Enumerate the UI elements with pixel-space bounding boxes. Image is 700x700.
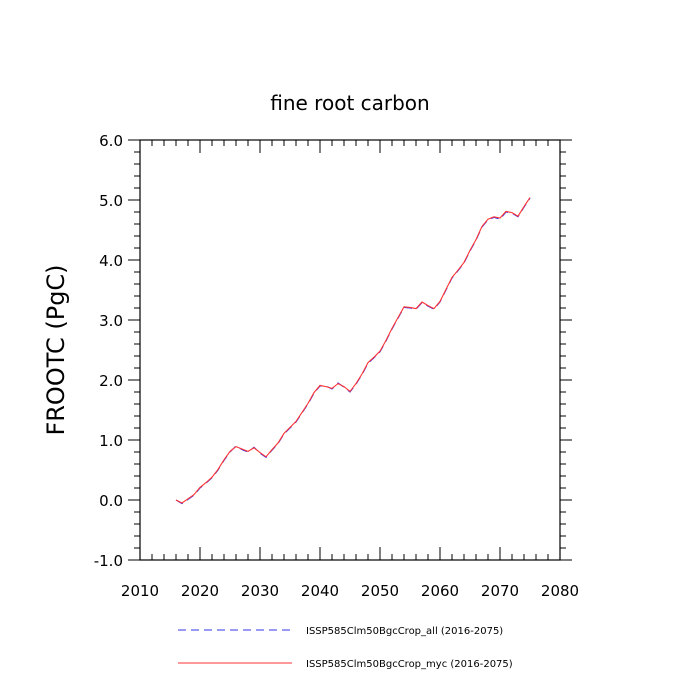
x-tick-label: 2080 (541, 582, 579, 600)
axis-tick-labels: 2010 2020 2030 2040 2050 2060 2070 2080 -1.0 0.0 1… (94, 132, 579, 600)
plot-frame (139, 139, 561, 561)
x-tick-label: 2020 (181, 582, 219, 600)
axis-ticks (128, 139, 572, 561)
y-tick-label: 2.0 (99, 372, 123, 390)
y-tick-label: 1.0 (99, 432, 123, 450)
x-tick-label: 2060 (421, 582, 459, 600)
series-line-2 (175, 197, 531, 504)
y-tick-label: 5.0 (99, 192, 123, 210)
series-lines (175, 197, 531, 505)
y-tick-label: -1.0 (94, 552, 123, 570)
x-tick-label: 2030 (241, 582, 279, 600)
chart-title: fine root carbon (270, 91, 429, 115)
series-line-1 (175, 197, 531, 505)
y-tick-label: 0.0 (99, 492, 123, 510)
y-axis-label: FROOTC (PgC) (42, 264, 70, 435)
legend: ISSP585Clm50BgcCrop_all (2016-2075) ISSP5… (178, 626, 513, 670)
x-tick-label: 2050 (361, 582, 399, 600)
y-tick-label: 3.0 (99, 312, 123, 330)
x-tick-label: 2070 (481, 582, 519, 600)
legend-label-1: ISSP585Clm50BgcCrop_all (2016-2075) (306, 626, 503, 637)
legend-label-2: ISSP585Clm50BgcCrop_myc (2016-2075) (306, 659, 513, 670)
x-tick-label: 2010 (121, 582, 159, 600)
y-tick-label: 6.0 (99, 132, 123, 150)
x-tick-label: 2040 (301, 582, 339, 600)
y-tick-label: 4.0 (99, 252, 123, 270)
